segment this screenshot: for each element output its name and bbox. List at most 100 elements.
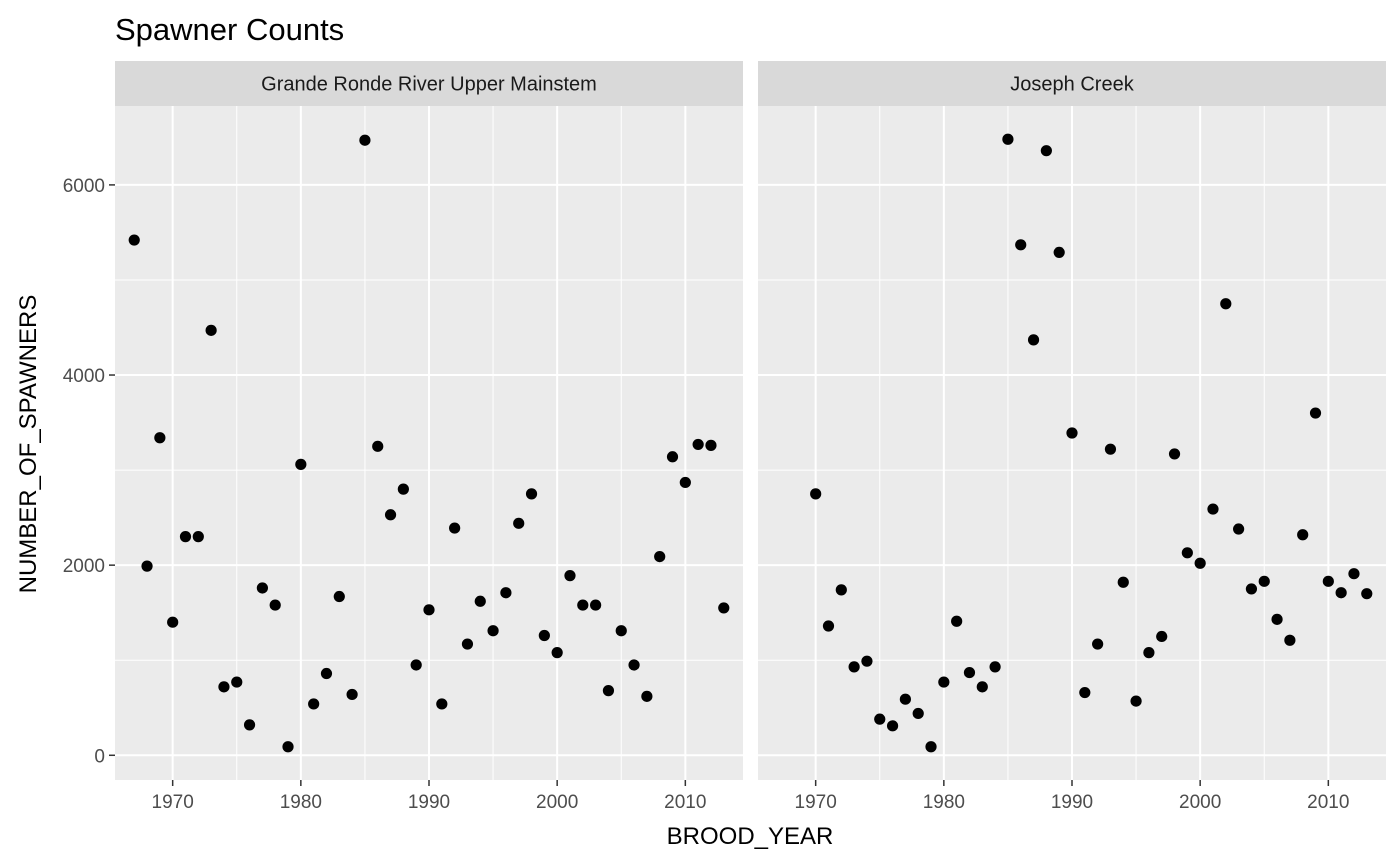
data-point xyxy=(899,693,911,705)
data-point xyxy=(654,551,666,563)
data-point xyxy=(1233,523,1245,535)
data-point xyxy=(256,582,268,594)
data-point xyxy=(925,741,937,753)
facet-panel-1: Grande Ronde River Upper Mainstem 1970 198… xyxy=(63,61,743,813)
facet-strip xyxy=(115,61,743,106)
x-tick-label: 2010 xyxy=(664,792,706,813)
data-point xyxy=(1284,634,1296,646)
x-axis-label: BROOD_YEAR xyxy=(667,823,834,850)
data-point xyxy=(1002,133,1014,145)
data-point xyxy=(705,439,717,451)
data-point xyxy=(346,688,358,701)
data-point xyxy=(1027,334,1040,346)
facet-panel-2: Joseph Creek 1970 1980 1990 2000 2010 xyxy=(758,61,1386,813)
data-point xyxy=(192,531,204,543)
data-point xyxy=(333,590,345,603)
data-point xyxy=(577,599,589,611)
data-point xyxy=(861,655,873,667)
data-point xyxy=(1066,427,1078,439)
data-point xyxy=(615,625,627,637)
data-point xyxy=(874,713,886,725)
data-point xyxy=(1322,575,1334,587)
data-point xyxy=(320,667,333,680)
panels-layer: Grande Ronde River Upper Mainstem 1970 198… xyxy=(63,61,1386,813)
facet-strip-label: Joseph Creek xyxy=(1010,74,1134,96)
y-axis-label: NUMBER_OF_SPAWNERS xyxy=(15,295,42,594)
data-point xyxy=(602,685,615,697)
data-point xyxy=(1092,638,1104,650)
data-point xyxy=(1053,246,1065,258)
data-point xyxy=(308,698,320,710)
y-tick-label: 0 xyxy=(94,746,105,767)
data-point xyxy=(564,570,576,582)
data-point xyxy=(628,659,640,671)
data-point xyxy=(590,599,602,611)
data-point xyxy=(976,681,988,693)
data-point xyxy=(128,234,140,246)
data-point xyxy=(810,488,822,500)
y-tick-label: 6000 xyxy=(63,176,105,197)
data-point xyxy=(1156,630,1168,643)
data-point xyxy=(951,615,963,627)
data-point xyxy=(1245,583,1258,595)
data-point xyxy=(666,451,679,463)
data-point xyxy=(1143,647,1155,659)
data-point xyxy=(1194,557,1206,569)
data-point xyxy=(1079,686,1091,699)
data-point xyxy=(1130,695,1142,707)
data-point xyxy=(500,587,512,599)
x-tick-label: 1970 xyxy=(152,792,194,813)
data-point xyxy=(1258,575,1270,587)
data-point xyxy=(384,509,397,521)
data-point xyxy=(1181,547,1193,559)
data-point xyxy=(423,604,435,616)
y-tick-label: 4000 xyxy=(63,366,105,387)
data-point xyxy=(205,324,217,336)
data-point xyxy=(822,620,835,632)
data-point xyxy=(141,560,153,572)
data-point xyxy=(989,661,1001,673)
data-point xyxy=(474,595,486,607)
data-point xyxy=(1207,503,1219,515)
data-point xyxy=(487,625,499,637)
data-point xyxy=(167,616,179,628)
x-tick-label: 2000 xyxy=(536,792,578,813)
data-point xyxy=(449,522,461,534)
data-point xyxy=(886,720,899,732)
data-point xyxy=(410,659,422,671)
data-point xyxy=(282,741,294,753)
data-point xyxy=(372,440,384,452)
data-point xyxy=(295,458,307,470)
data-point xyxy=(269,599,281,611)
x-tick-label: 1970 xyxy=(795,792,837,813)
data-point xyxy=(1348,568,1360,580)
data-point xyxy=(835,584,847,596)
data-point xyxy=(1168,448,1181,460)
data-point xyxy=(397,483,409,495)
data-point xyxy=(218,681,230,693)
data-point xyxy=(1297,529,1309,541)
data-point xyxy=(1117,576,1129,588)
data-point xyxy=(1104,443,1117,455)
data-point xyxy=(513,517,525,529)
data-point xyxy=(538,629,550,642)
data-point xyxy=(718,602,730,614)
data-point xyxy=(359,134,371,146)
data-point xyxy=(461,638,474,650)
data-point xyxy=(179,531,192,543)
data-point xyxy=(912,707,924,720)
data-point xyxy=(551,647,563,659)
data-point xyxy=(243,719,256,731)
data-point xyxy=(848,661,860,673)
x-tick-label: 1980 xyxy=(923,792,965,813)
data-point xyxy=(692,438,704,451)
data-point xyxy=(963,666,976,679)
facet-strip xyxy=(758,61,1386,106)
data-point xyxy=(679,476,691,489)
data-point xyxy=(154,432,166,444)
x-tick-label: 1990 xyxy=(1051,792,1093,813)
x-tick-label: 2000 xyxy=(1179,792,1221,813)
chart-title: Spawner Counts xyxy=(115,12,344,47)
x-tick-label: 1980 xyxy=(280,792,322,813)
data-point xyxy=(1040,145,1052,157)
